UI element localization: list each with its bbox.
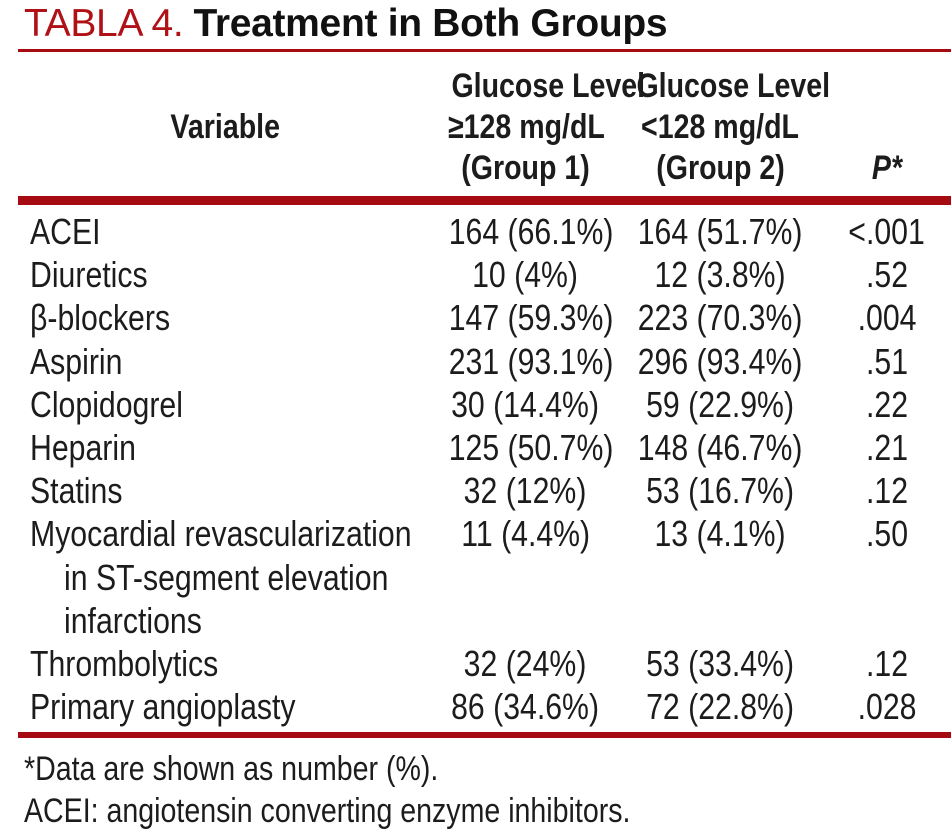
variable-cell: Primary angioplasty — [30, 686, 296, 728]
variable-cell: Myocardial revascularization — [30, 513, 412, 555]
group2-cell: 72 (22.8%) — [646, 686, 795, 728]
p-cell: .50 — [865, 513, 909, 555]
table-header: Variable Glucose Level ≥128 mg/dL (Group… — [18, 66, 951, 189]
variable-cell: β-blockers — [30, 297, 171, 339]
header-group1-line2: ≥128 mg/dL — [447, 108, 605, 146]
group2-cell: 296 (93.4%) — [638, 340, 803, 382]
group2-cell — [618, 556, 823, 599]
group2-cell: 164 (51.7%) — [638, 211, 803, 252]
group1-cell: 32 (24%) — [464, 642, 587, 684]
p-cell — [823, 599, 951, 642]
group1-cell: 86 (34.6%) — [451, 686, 600, 728]
p-cell: .52 — [865, 254, 909, 296]
group1-cell: 32 (12%) — [464, 470, 587, 512]
variable-cell: Statins — [30, 470, 123, 512]
p-cell — [823, 556, 951, 599]
header-variable: Variable — [170, 108, 281, 146]
group1-cell: 231 (93.1%) — [448, 340, 614, 382]
group2-cell: 53 (33.4%) — [646, 642, 795, 684]
variable-cell: Heparin — [30, 426, 136, 468]
group1-cell: 30 (14.4%) — [451, 383, 600, 425]
group1-cell — [433, 556, 618, 599]
p-cell: .22 — [865, 383, 909, 425]
variable-cell: Thrombolytics — [30, 642, 219, 684]
group1-cell: 11 (4.4%) — [461, 513, 590, 555]
group1-cell: 10 (4%) — [472, 254, 579, 296]
variable-cell: Aspirin — [30, 340, 123, 382]
group2-cell: 59 (22.9%) — [646, 383, 795, 425]
header-group1-line3: (Group 1) — [461, 149, 590, 187]
p-cell: .12 — [865, 642, 909, 684]
variable-cell: in ST-segment elevation — [64, 556, 389, 598]
group1-cell: 147 (59.3%) — [448, 297, 614, 339]
footnotes: *Data are shown as number (%). ACEI: ang… — [24, 748, 746, 832]
variable-cell: ACEI — [30, 211, 101, 252]
bottom-rule — [18, 732, 951, 738]
header-rule — [18, 196, 951, 205]
table-number-label: TABLA 4. — [24, 2, 184, 45]
group2-cell: 53 (16.7%) — [646, 470, 795, 512]
header-group2: Glucose Level <128 mg/dL (Group 2) — [618, 66, 830, 189]
variable-cell: infarctions — [64, 599, 202, 641]
table-title-text: Treatment in Both Groups — [193, 2, 668, 45]
group2-cell: 223 (70.3%) — [638, 297, 803, 339]
header-group2-line2: <128 mg/dL — [641, 108, 800, 146]
p-cell: .12 — [865, 470, 909, 512]
group2-cell — [618, 599, 823, 642]
group2-cell: 148 (46.7%) — [638, 426, 803, 468]
group1-cell: 125 (50.7%) — [448, 426, 614, 468]
group1-cell — [433, 599, 618, 642]
variable-cell: Diuretics — [30, 254, 148, 296]
header-p-value: P* — [871, 149, 903, 187]
p-cell: .004 — [857, 297, 917, 339]
top-rule — [18, 49, 951, 52]
table-body: ACEI 164 (66.1%) 164 (51.7%) <.001 Diure… — [18, 210, 951, 728]
p-cell: .028 — [857, 686, 917, 728]
group2-cell: 12 (3.8%) — [654, 254, 787, 296]
variable-cell: Clopidogrel — [30, 383, 183, 425]
footnote-data-note: *Data are shown as number (%). — [24, 750, 439, 788]
header-group1: Glucose Level ≥128 mg/dL (Group 1) — [433, 66, 645, 189]
header-group2-line1: Glucose Level — [636, 67, 831, 105]
group1-cell: 164 (66.1%) — [448, 211, 614, 252]
group2-cell: 13 (4.1%) — [654, 513, 787, 555]
table-title: TABLA 4. Treatment in Both Groups — [24, 0, 668, 47]
p-cell: <.001 — [848, 211, 926, 252]
header-group2-line3: (Group 2) — [656, 149, 785, 187]
p-cell: .51 — [865, 340, 909, 382]
footnote-acei-definition: ACEI: angiotensin converting enzyme inhi… — [24, 792, 631, 830]
header-group1-line1: Glucose Level — [451, 67, 646, 105]
p-cell: .21 — [865, 426, 909, 468]
